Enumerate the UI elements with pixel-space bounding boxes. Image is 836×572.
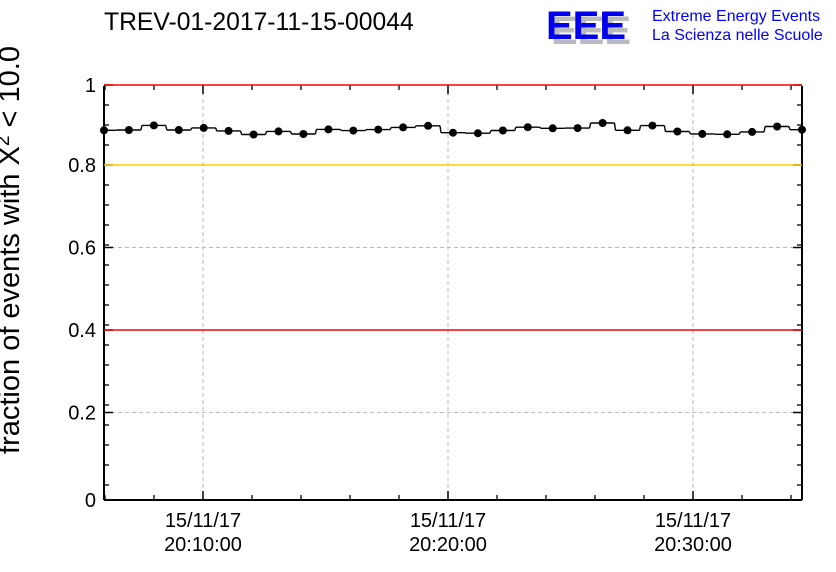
- svg-text:20:20:00: 20:20:00: [409, 534, 487, 556]
- svg-text:15/11/17: 15/11/17: [655, 510, 731, 532]
- svg-text:0: 0: [85, 490, 96, 512]
- svg-text:1: 1: [85, 75, 96, 97]
- svg-text:La Scienza nelle Scuole: La Scienza nelle Scuole: [652, 27, 823, 44]
- svg-text:fraction of events with X2 < 1: fraction of events with X2 < 10.0: [0, 46, 26, 454]
- svg-text:0.6: 0.6: [68, 238, 96, 260]
- svg-text:TREV-01-2017-11-15-00044: TREV-01-2017-11-15-00044: [104, 9, 414, 36]
- svg-text:20:10:00: 20:10:00: [164, 534, 242, 556]
- svg-text:0.4: 0.4: [68, 320, 96, 342]
- svg-text:0.2: 0.2: [68, 403, 96, 425]
- svg-text:15/11/17: 15/11/17: [410, 510, 486, 532]
- svg-text:20:30:00: 20:30:00: [654, 534, 732, 556]
- svg-text:EEE: EEE: [546, 4, 626, 48]
- svg-text:0.8: 0.8: [68, 155, 96, 177]
- svg-text:15/11/17: 15/11/17: [165, 510, 241, 532]
- svg-text:Extreme Energy Events: Extreme Energy Events: [652, 8, 820, 25]
